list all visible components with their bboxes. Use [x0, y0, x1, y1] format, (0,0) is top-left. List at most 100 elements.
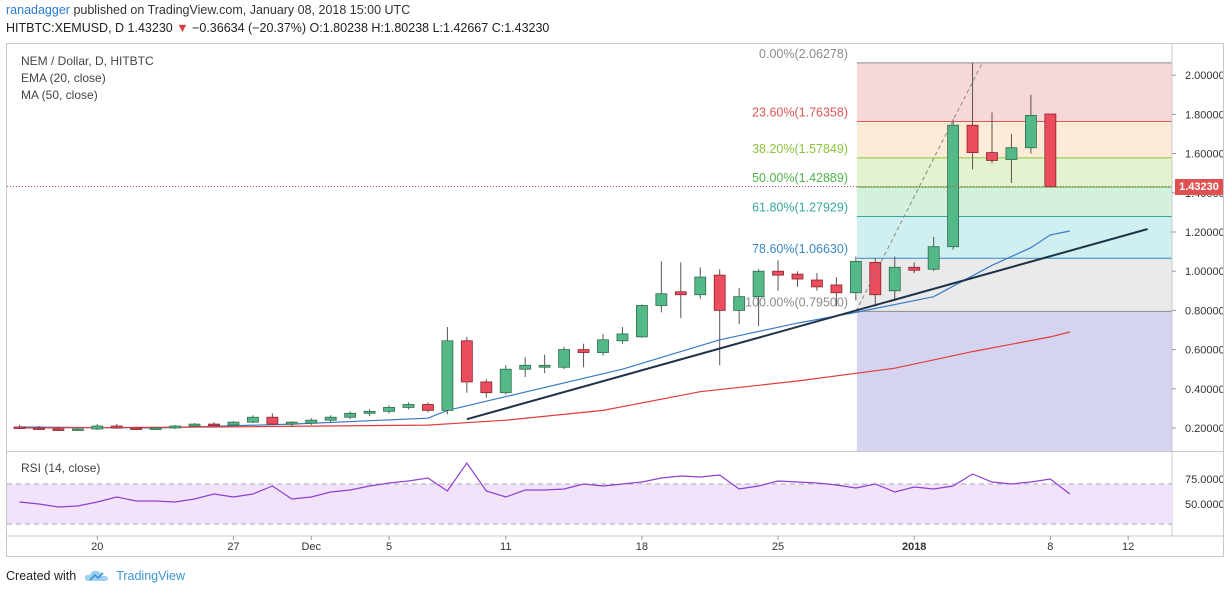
candle-body	[966, 124, 979, 154]
candle-body	[577, 349, 590, 353]
candle	[208, 422, 220, 427]
candle	[986, 112, 998, 164]
candle	[888, 256, 901, 301]
candle-body	[772, 270, 784, 276]
candle-body	[986, 152, 998, 161]
publish-header: ranadagger published on TradingView.com,…	[6, 3, 410, 17]
rsi-band	[7, 484, 1172, 524]
time-tick-label: Dec	[301, 541, 321, 553]
fib-label-3: 50.00%(1.42889)	[752, 171, 848, 185]
candle-body	[402, 404, 415, 408]
time-tick-label: 2018	[902, 541, 926, 553]
candle-body	[208, 423, 220, 426]
change-value: −0.36634 (−20.37%)	[192, 21, 307, 35]
candle-body	[752, 270, 765, 298]
rsi-tick-label: 75.00000	[1185, 474, 1223, 486]
price-tick-label: 1.60000	[1185, 149, 1223, 161]
candle-body	[1005, 147, 1018, 160]
candle-body	[499, 368, 512, 394]
candle	[597, 333, 609, 356]
ema-legend: EMA (20, close)	[21, 71, 106, 85]
candle	[538, 354, 551, 374]
candle-body	[733, 296, 746, 311]
candle-body	[849, 260, 862, 294]
candle-body	[363, 410, 376, 414]
candle-body	[33, 427, 45, 430]
candle	[966, 62, 979, 170]
candle-body	[636, 305, 648, 338]
trendline	[466, 228, 1148, 421]
candle-body	[130, 427, 143, 430]
candle	[519, 357, 532, 378]
candle-body	[246, 416, 259, 423]
candle	[363, 409, 376, 417]
candle	[499, 365, 512, 395]
candle-body	[71, 428, 84, 431]
candle	[441, 327, 454, 415]
chart-title: NEM / Dollar, D, HITBTC	[21, 54, 154, 68]
fib-diagonal	[855, 62, 983, 312]
candle	[927, 236, 940, 272]
tradingview-link[interactable]: TradingView	[116, 569, 185, 583]
candle-body	[947, 124, 959, 248]
cloud-icon	[85, 570, 109, 581]
candle-body	[110, 425, 123, 429]
candle	[383, 405, 395, 414]
candle-body	[713, 274, 726, 311]
candle	[52, 427, 65, 431]
candle	[791, 271, 804, 287]
candle	[91, 424, 104, 430]
time-tick-label: 18	[636, 541, 648, 553]
candle	[616, 327, 629, 344]
candle	[947, 119, 959, 250]
candle-body	[169, 425, 182, 429]
candle-body	[227, 421, 240, 426]
candle	[324, 415, 337, 423]
candle-body	[91, 425, 104, 430]
candle-body	[616, 333, 629, 342]
price-tick-label: 1.00000	[1185, 266, 1223, 278]
candle	[480, 379, 493, 398]
last-price-tag: 1.43230	[1175, 179, 1223, 195]
candle	[636, 304, 648, 338]
symbol-label: HITBTC:XEMUSD, D	[6, 21, 125, 35]
candle-body	[441, 340, 454, 411]
candle-body	[305, 419, 318, 424]
price-tick-label: 1.80000	[1185, 109, 1223, 121]
candle	[558, 346, 570, 370]
fib-band-3	[856, 187, 1172, 217]
price-axis: 0.20000 0.40000 0.60000 0.80000 1.00000 1.200…	[7, 44, 1223, 536]
candle-body	[830, 284, 843, 294]
price-chart[interactable]: 0.00%(2.06278) 23.60%(1.76358) 38.20%(1.57…	[7, 44, 1223, 556]
time-tick-label: 25	[772, 541, 784, 553]
candle-body	[383, 407, 395, 412]
candle	[227, 421, 240, 427]
candle	[811, 273, 823, 291]
candle	[713, 269, 726, 366]
time-tick-label: 5	[386, 541, 392, 553]
candle	[344, 411, 357, 420]
candle	[246, 415, 259, 424]
chart-container[interactable]: 0.00%(2.06278) 23.60%(1.76358) 38.20%(1.57…	[6, 43, 1224, 557]
down-arrow-icon: ▼	[176, 21, 189, 35]
candle	[71, 428, 84, 431]
candle	[674, 262, 687, 319]
price-tick-label: 0.60000	[1185, 345, 1223, 357]
candle	[422, 402, 434, 413]
candle-body	[519, 364, 532, 370]
time-tick-label: 27	[227, 541, 239, 553]
rsi-pane: 50.00000 75.00000	[7, 461, 1223, 525]
candle	[830, 277, 843, 307]
candle	[188, 423, 201, 428]
candle-body	[52, 428, 65, 431]
time-tick-label: 12	[1122, 541, 1134, 553]
fib-label-1: 23.60%(1.76358)	[752, 106, 848, 120]
candle-body	[285, 421, 298, 425]
price-tick-label: 1.20000	[1185, 227, 1223, 239]
fib-label-0: 0.00%(2.06278)	[759, 47, 848, 61]
fib-band-0	[856, 62, 1172, 122]
fib-label-2: 38.20%(1.57849)	[752, 142, 848, 156]
candle-body	[422, 404, 434, 411]
candle-body	[811, 279, 823, 288]
author-link[interactable]: ranadagger	[6, 3, 70, 17]
